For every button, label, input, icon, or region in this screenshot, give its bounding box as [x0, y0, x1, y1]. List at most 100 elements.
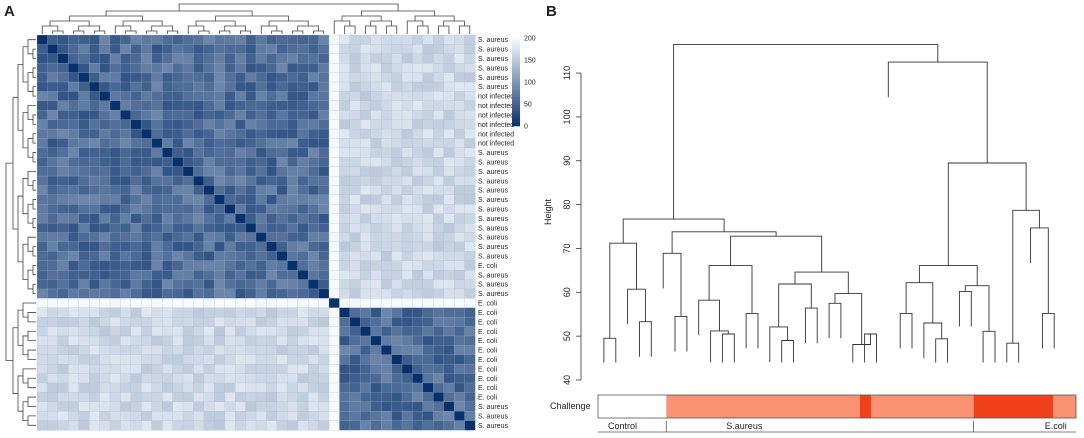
row-dendrogram-branch [27, 138, 33, 158]
heatmap-cell [255, 100, 267, 111]
heatmap-cell [255, 420, 267, 431]
heatmap-cell [57, 354, 69, 365]
heatmap-cell [120, 128, 132, 139]
heatmap-cell [245, 420, 257, 431]
heatmap-cell [464, 110, 476, 121]
row-label: S. aureus [478, 413, 508, 420]
heatmap-cell [360, 373, 372, 384]
heatmap-cell [245, 307, 257, 318]
heatmap-cell [401, 81, 413, 92]
heatmap-cell [162, 317, 173, 327]
heatmap-cell [68, 110, 80, 121]
heatmap-cell [308, 185, 319, 196]
heatmap-cell [89, 222, 100, 233]
heatmap-cell [120, 326, 132, 337]
heatmap-cell [360, 411, 372, 422]
heatmap-cell [57, 63, 69, 74]
heatmap-cell [287, 420, 299, 431]
heatmap-cell [360, 260, 372, 271]
heatmap-cell [443, 364, 455, 374]
heatmap-cell [255, 251, 267, 262]
heatmap-cell [78, 288, 90, 299]
heatmap-cell [68, 81, 80, 92]
heatmap-cell [151, 147, 163, 158]
heatmap-cell [255, 91, 267, 102]
heatmap-cell [454, 100, 465, 111]
row-dendrogram-branch [27, 170, 36, 186]
heatmap-cell [401, 232, 413, 243]
heatmap-cell [349, 392, 361, 403]
heatmap-cell [68, 288, 80, 299]
heatmap-cell [360, 213, 372, 224]
heatmap-cell [193, 147, 205, 158]
heatmap-cell [120, 100, 132, 111]
column-dendrogram-branch [385, 25, 398, 34]
heatmap-cell [276, 345, 288, 356]
heatmap-cell [328, 241, 340, 252]
heatmap-cell [287, 401, 299, 412]
heatmap-cell [339, 119, 351, 130]
heatmap-cell [276, 298, 288, 309]
heatmap-cell [245, 335, 257, 346]
heatmap-cell [381, 288, 392, 299]
heatmap-cell [433, 298, 445, 309]
heatmap-cell [99, 326, 111, 337]
heatmap-cell [245, 185, 257, 196]
heatmap-cell [287, 91, 299, 102]
heatmap-cell [391, 44, 403, 55]
heatmap-cell [36, 110, 48, 121]
dendrogram-branch [899, 312, 913, 349]
heatmap-cell [287, 382, 299, 393]
heatmap-cell [235, 364, 246, 374]
heatmap-cell [360, 157, 372, 168]
heatmap-cell [454, 128, 465, 139]
heatmap-cell [339, 411, 351, 422]
heatmap-cell [433, 241, 445, 252]
heatmap-cell [381, 213, 392, 224]
heatmap-cell [433, 138, 445, 149]
heatmap-cell [214, 213, 226, 224]
heatmap-cell [235, 307, 246, 318]
heatmap-cell [349, 382, 361, 393]
heatmap-cell [203, 345, 215, 356]
heatmap-cell [339, 241, 351, 252]
heatmap-cell [360, 147, 372, 158]
heatmap-cell [130, 157, 142, 168]
heatmap-cell [391, 364, 403, 374]
heatmap-cell [276, 63, 288, 74]
heatmap-cell [235, 166, 246, 177]
heatmap-cell [193, 157, 205, 168]
heatmap-cell [151, 251, 163, 262]
heatmap-cell [297, 241, 309, 252]
heatmap-cell [47, 119, 59, 130]
heatmap-cell [328, 34, 340, 45]
heatmap-cell [276, 241, 288, 252]
heatmap-cell [130, 81, 142, 92]
heatmap-cell [433, 128, 445, 139]
heatmap-cell [349, 260, 361, 271]
heatmap-cell [162, 420, 173, 431]
heatmap-cell [68, 157, 80, 168]
heatmap-cell [224, 72, 236, 83]
heatmap-cell [433, 194, 445, 205]
heatmap-cell [57, 34, 69, 45]
legend-swatch [512, 112, 520, 116]
heatmap-cell [109, 138, 121, 149]
heatmap-cell [370, 222, 382, 233]
heatmap-cell [287, 354, 299, 365]
heatmap-cell [172, 288, 184, 299]
heatmap-cell [120, 166, 132, 177]
heatmap-cell [287, 222, 299, 233]
heatmap-cell [68, 119, 80, 130]
heatmap-cell [443, 44, 455, 55]
heatmap-cell [36, 279, 48, 290]
heatmap-cell [203, 288, 215, 299]
heatmap-cell [245, 157, 257, 168]
heatmap-cell [36, 157, 48, 168]
heatmap-cell [193, 411, 205, 422]
heatmap-cell [203, 100, 215, 111]
row-dendrogram-branch [27, 236, 36, 252]
heatmap-cell [381, 91, 392, 102]
heatmap-cell [57, 241, 69, 252]
heatmap-cell [193, 420, 205, 431]
